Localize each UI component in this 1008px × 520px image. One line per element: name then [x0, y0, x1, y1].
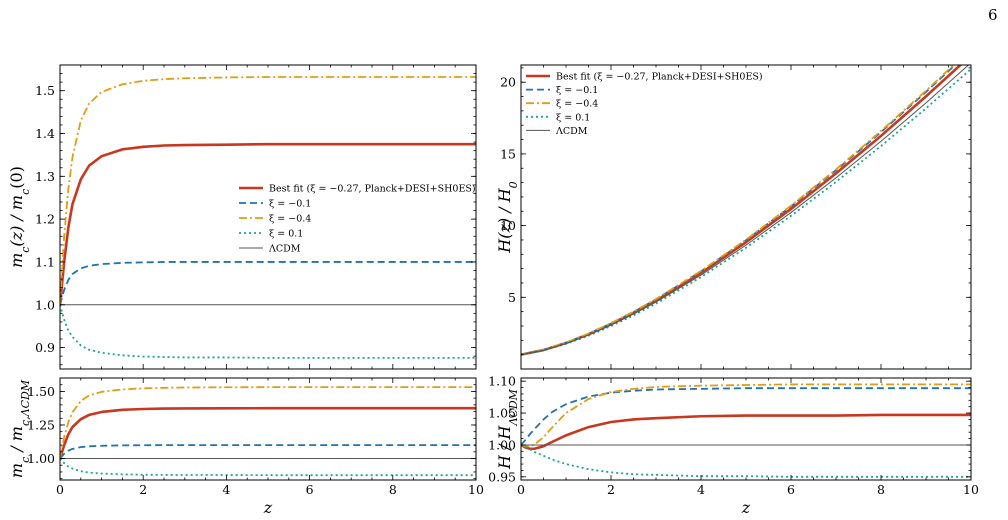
axes-frame [520, 377, 972, 481]
legend-label: ξ = −0.4 [269, 214, 311, 225]
y-tick-label: 1.00 [27, 451, 55, 466]
plot-area [60, 386, 476, 477]
legend-label: Best fit (ξ = −0.27, Planck+DESI+SH0ES) [556, 72, 763, 83]
x-axis-label: z [263, 498, 273, 517]
legend-label: ΛCDM [268, 244, 301, 255]
panel-1: 0.9 1.0 1.1 1.2 1.3 1.4 1.5 mc(z) / mc(0) Best f… [7, 64, 477, 370]
series-line-4 [60, 457, 476, 477]
y-tick-label: 1.10 [488, 374, 516, 389]
y-tick-label: 1.25 [27, 417, 55, 432]
series-line-1 [521, 413, 971, 451]
x-axis-label: z [741, 498, 751, 517]
axes-frame [520, 64, 972, 370]
axes-frame [59, 377, 477, 481]
x-tick-label: 6 [787, 482, 795, 497]
plot-area [521, 65, 971, 356]
plot-area [521, 383, 971, 478]
y-tick-label: 1.3 [35, 169, 55, 184]
y-axis-label: H / HΛCDM [495, 388, 520, 470]
x-tick-label: 0 [517, 482, 525, 497]
legend-label: ξ = −0.1 [269, 199, 311, 210]
x-tick-label: 2 [607, 482, 615, 497]
series-line-1 [60, 142, 476, 305]
series-line-3 [521, 65, 955, 356]
y-tick-label: 1.05 [488, 406, 516, 421]
panel-4: 0 2 4 6 8 10 0.95 1.00 1.05 1.10H / HΛCDM z [488, 374, 979, 517]
y-tick-label: 5 [508, 290, 516, 305]
y-axis-label: mc(z) / mc(0) [7, 166, 32, 268]
legend-label: ξ = −0.4 [556, 99, 598, 110]
x-tick-label: 8 [389, 482, 397, 497]
legend: Best fit (ξ = −0.27, Planck+DESI+SH0ES) ξ… [239, 184, 476, 255]
series-line-2 [60, 444, 476, 460]
legend-label: ξ = 0.1 [269, 229, 303, 240]
legend-label: ΛCDM [555, 126, 588, 137]
legend-label: ξ = 0.1 [556, 112, 590, 123]
series-line-3 [60, 386, 476, 459]
series-line-3 [521, 383, 971, 448]
x-tick-label: 0 [56, 482, 64, 497]
y-tick-label: 0.95 [488, 469, 516, 484]
x-tick-label: 4 [222, 482, 230, 497]
series-line-1 [60, 406, 476, 459]
y-tick-label: 1.0 [35, 297, 55, 312]
y-tick-label: 1.1 [35, 254, 55, 269]
y-axis-label: H(z) / H0 [495, 181, 520, 253]
series-line-4 [521, 444, 971, 478]
y-tick-label: 1.4 [35, 126, 55, 141]
y-tick-label: 1.5 [35, 83, 55, 98]
y-tick-label: 15 [500, 146, 516, 161]
x-tick-label: 8 [877, 482, 885, 497]
legend-label: Best fit (ξ = −0.27, Planck+DESI+SH0ES) [269, 184, 476, 195]
x-tick-label: 10 [468, 482, 484, 497]
y-tick-label: 0.9 [35, 340, 55, 355]
legend-label: ξ = −0.1 [556, 85, 598, 96]
series-line-3 [60, 76, 476, 305]
series-line-5 [521, 65, 970, 356]
page-number: 6 [988, 6, 998, 24]
x-tick-label: 10 [963, 482, 979, 497]
series-line-4 [60, 304, 476, 359]
x-tick-label: 2 [139, 482, 147, 497]
legend: Best fit (ξ = −0.27, Planck+DESI+SH0ES) ξ… [526, 72, 763, 137]
series-line-2 [60, 261, 476, 306]
y-tick-label: 1.00 [488, 437, 516, 452]
axes-frame [59, 64, 477, 370]
plot-area [60, 76, 476, 359]
y-tick-label: 1.2 [35, 212, 55, 227]
panel-3: 5 10 15 20 H(z) / H0 Best fit (ξ = −0.27, Pla… [495, 64, 972, 370]
y-tick-label: 20 [500, 75, 516, 90]
y-axis-label: mc / mc,ΛCDM [7, 379, 32, 478]
x-tick-label: 6 [306, 482, 314, 497]
y-tick-label: 10 [500, 218, 516, 233]
y-tick-label: 1.50 [27, 384, 55, 399]
x-tick-label: 4 [697, 482, 705, 497]
